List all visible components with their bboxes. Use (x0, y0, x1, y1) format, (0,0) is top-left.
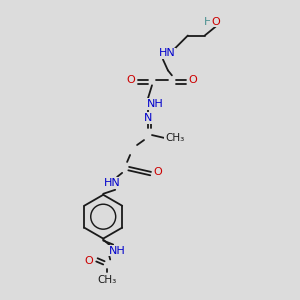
Text: HN: HN (158, 48, 175, 59)
Text: N: N (144, 113, 152, 123)
Text: H: H (203, 16, 212, 27)
Text: CH₃: CH₃ (98, 275, 117, 285)
Text: NH: NH (147, 99, 164, 109)
Text: O: O (188, 75, 197, 85)
Text: NH: NH (109, 245, 125, 256)
Text: O: O (84, 256, 93, 266)
Text: O: O (211, 16, 220, 27)
Text: CH₃: CH₃ (165, 133, 184, 143)
Text: O: O (154, 167, 162, 177)
Text: O: O (127, 75, 136, 85)
Text: HN: HN (104, 178, 121, 188)
